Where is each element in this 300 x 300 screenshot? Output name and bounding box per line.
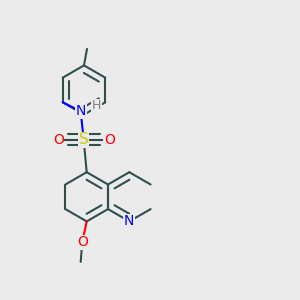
Text: S: S — [79, 132, 88, 147]
Text: O: O — [104, 133, 115, 147]
Text: O: O — [77, 236, 88, 249]
Text: O: O — [53, 133, 64, 147]
Text: N: N — [76, 104, 86, 118]
Text: H: H — [92, 99, 101, 112]
Text: N: N — [124, 214, 134, 228]
